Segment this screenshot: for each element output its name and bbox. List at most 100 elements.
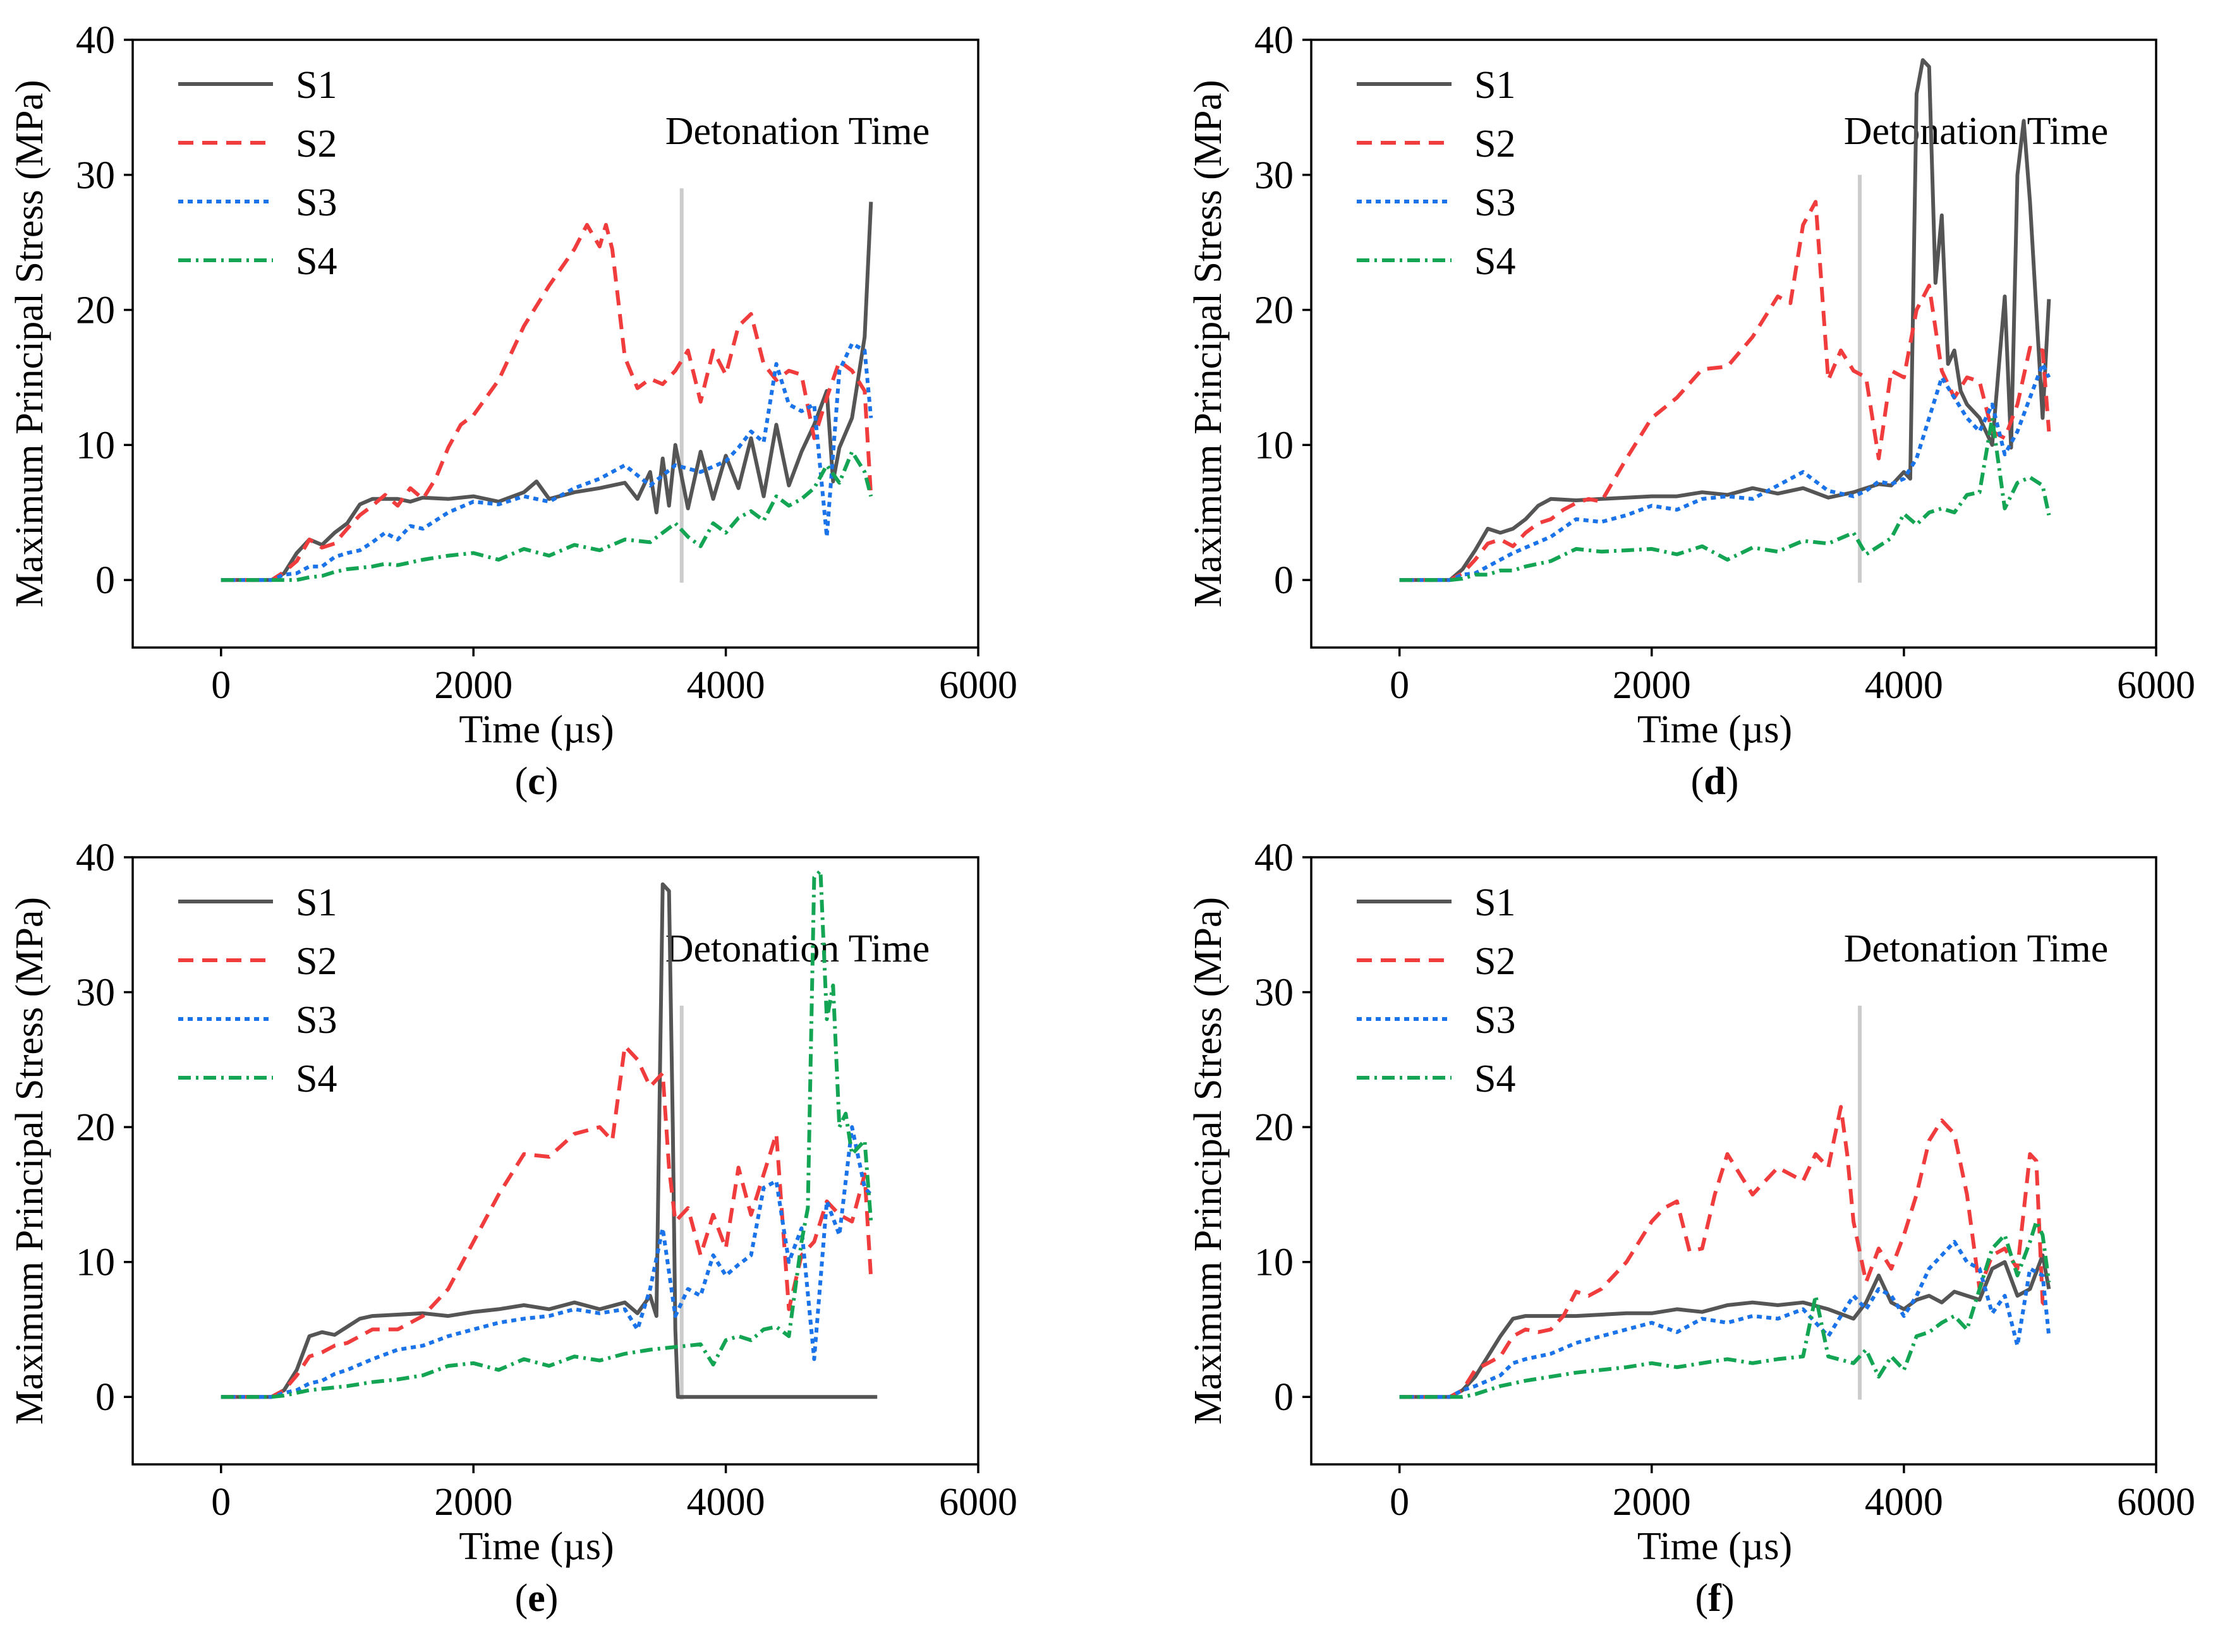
series-line-s3	[1399, 362, 2051, 582]
series-line-s1	[1399, 58, 2051, 582]
y-tick-label: 0	[95, 1376, 115, 1419]
x-axis-title: Time (µs)	[459, 708, 614, 751]
x-tick-label: 2000	[434, 1481, 512, 1524]
legend-label-s4: S4	[296, 240, 337, 283]
chart-panel-d: 0 2000 4000 6000 0 10 20 30 40 Time (µs) Maximum P…	[1187, 19, 2195, 803]
series-line-s2	[1399, 200, 2051, 582]
y-axis-title: Maximum Principal Stress (MPa)	[8, 80, 51, 607]
plot-frame	[131, 856, 979, 1466]
x-tick-label: 2000	[434, 664, 512, 707]
plot-frame	[1310, 39, 2157, 649]
y-tick-label: 20	[1254, 289, 1294, 332]
y-tick-label: 0	[1274, 1376, 1294, 1419]
x-tick-label: 4000	[687, 664, 765, 707]
x-axis-title: Time (µs)	[1637, 708, 1792, 751]
panel-label-open: (	[515, 760, 528, 803]
plot-frame	[1310, 856, 2157, 1466]
legend-label-s1: S1	[1474, 64, 1515, 107]
y-tick-label: 30	[1254, 972, 1294, 1015]
legend-label-s3: S3	[296, 181, 337, 224]
detonation-time-label: Detonation Time	[1844, 110, 2109, 153]
series-line-s4	[221, 450, 873, 582]
panel-label-close: )	[545, 760, 559, 803]
x-tick-label: 4000	[687, 1481, 765, 1524]
y-tick-label: 20	[1254, 1106, 1294, 1149]
x-tick-label: 4000	[1865, 1481, 1943, 1524]
panel-label-letter: c	[528, 760, 545, 803]
series-line-s2	[221, 222, 873, 582]
legend-label-s2: S2	[1474, 940, 1515, 983]
y-tick-label: 10	[1254, 424, 1294, 467]
y-tick-label: 30	[76, 972, 115, 1015]
y-axis-title: Maximum Principal Stress (MPa)	[1187, 897, 1230, 1425]
panel-label: (e)	[515, 1577, 559, 1620]
x-tick-label: 0	[211, 1481, 231, 1524]
chart-panel-e: 0 2000 4000 6000 0 10 20 30 40 Time (µs) Maximum P…	[8, 836, 1017, 1620]
series-line-s4	[221, 869, 873, 1399]
y-tick-label: 40	[76, 19, 115, 62]
panel-label-close: )	[1726, 760, 1739, 803]
legend-label-s4: S4	[296, 1058, 337, 1100]
y-tick-label: 30	[76, 154, 115, 197]
series-line-s1	[221, 882, 878, 1399]
x-tick-label: 0	[211, 664, 231, 707]
legend-label-s4: S4	[1474, 1058, 1515, 1100]
plot-frame	[131, 39, 979, 649]
legend-label-s2: S2	[296, 123, 337, 166]
legend-label-s4: S4	[1474, 240, 1515, 283]
panel-label: (c)	[515, 760, 559, 803]
legend-label-s2: S2	[1474, 123, 1515, 166]
detonation-time-label: Detonation Time	[665, 927, 930, 970]
y-tick-label: 0	[95, 559, 115, 602]
series-line-s1	[1399, 1253, 2051, 1399]
series-line-s4	[1399, 1219, 2051, 1399]
series-line-s1	[221, 202, 873, 582]
y-tick-label: 0	[1274, 559, 1294, 602]
x-tick-label: 6000	[939, 664, 1017, 707]
panel-label-open: (	[1691, 760, 1704, 803]
y-tick-label: 10	[76, 1241, 115, 1284]
panel-label: (f)	[1695, 1577, 1735, 1620]
x-axis-title: Time (µs)	[1637, 1525, 1792, 1568]
series-line-s2	[221, 1044, 873, 1399]
series-line-s3	[221, 1125, 873, 1399]
y-tick-label: 10	[76, 424, 115, 467]
panel-label-letter: d	[1704, 760, 1725, 803]
chart-panel-c: 0 2000 4000 6000 0 10 20 30 40 Time (µs) Maximum P…	[8, 19, 1017, 803]
y-tick-label: 40	[1254, 19, 1294, 62]
detonation-time-label: Detonation Time	[665, 110, 930, 153]
panel-label-letter: e	[528, 1577, 545, 1620]
y-tick-label: 20	[76, 1106, 115, 1149]
x-tick-label: 4000	[1865, 664, 1943, 707]
legend-label-s1: S1	[296, 881, 337, 924]
x-tick-label: 2000	[1613, 1481, 1691, 1524]
chart-panel-f: 0 2000 4000 6000 0 10 20 30 40 Time (µs) Maximum P…	[1187, 836, 2195, 1620]
x-tick-label: 2000	[1613, 664, 1691, 707]
y-tick-label: 30	[1254, 154, 1294, 197]
x-tick-label: 6000	[2117, 664, 2195, 707]
detonation-time-label: Detonation Time	[1844, 927, 2109, 970]
series-line-s3	[221, 342, 873, 582]
y-axis-title: Maximum Principal Stress (MPa)	[1187, 80, 1230, 607]
y-tick-label: 20	[76, 289, 115, 332]
legend-label-s1: S1	[296, 64, 337, 107]
x-tick-label: 0	[1390, 1481, 1409, 1524]
y-tick-label: 10	[1254, 1241, 1294, 1284]
panel-label-close: )	[1721, 1577, 1735, 1620]
legend-label-s3: S3	[1474, 181, 1515, 224]
x-tick-label: 6000	[2117, 1481, 2195, 1524]
legend-label-s3: S3	[1474, 999, 1515, 1042]
panel-label-open: (	[515, 1577, 528, 1620]
y-tick-label: 40	[1254, 836, 1294, 879]
panel-label-open: (	[1695, 1577, 1709, 1620]
series-line-s2	[1399, 1105, 2051, 1399]
series-line-s3	[1399, 1239, 2051, 1399]
legend-label-s2: S2	[296, 940, 337, 983]
panel-label-letter: f	[1708, 1577, 1722, 1620]
x-tick-label: 0	[1390, 664, 1409, 707]
y-axis-title: Maximum Principal Stress (MPa)	[8, 897, 51, 1425]
legend-label-s3: S3	[296, 999, 337, 1042]
series-line-s4	[1399, 416, 2051, 582]
y-tick-label: 40	[76, 836, 115, 879]
